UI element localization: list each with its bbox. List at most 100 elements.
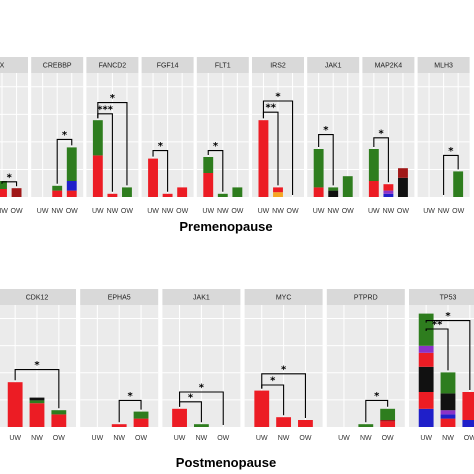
- bar-jak1-uw-seg-1: [313, 149, 324, 188]
- tick-epha5-ow: OW: [135, 435, 147, 442]
- significance-bracket-ptprd-0: [365, 399, 389, 423]
- significance-label-irs2-0: *: [275, 92, 281, 103]
- tick-cdk12-ow: OW: [53, 435, 65, 442]
- bar-jak1-nw-seg-0: [193, 424, 209, 427]
- bar-crebbp-ow-seg-2: [66, 147, 77, 181]
- bar-fancd2-uw-seg-1: [92, 120, 103, 156]
- strip-cdk12: [0, 289, 76, 305]
- strip-label-cdk12: CDK12: [26, 295, 49, 302]
- bar-tp53-nw-seg-3: [440, 393, 456, 411]
- bar-tp53-uw-seg-2: [418, 366, 434, 392]
- strip-flt1: [196, 57, 249, 73]
- panel-tp53: TP53 UW NW OW ***: [409, 289, 474, 442]
- strip-crebbp: [31, 57, 84, 73]
- bar-tp53-ow-seg-0: [462, 420, 474, 427]
- bar-epha5-ow-seg-0: [133, 418, 149, 427]
- strip-label-epha5: EPHA5: [108, 295, 131, 302]
- panel-bg-x: [0, 73, 28, 197]
- significance-bracket-mlh3-0: [443, 154, 459, 195]
- significance-bracket-tp53-0: [425, 328, 449, 371]
- tick-ptprd-ow: OW: [382, 435, 394, 442]
- significance-bracket-myc-0: [261, 373, 306, 418]
- panel-fancd2: FANCD2 UW NW OW ****: [86, 57, 139, 215]
- significance-bracket-irs2-1: [262, 111, 279, 186]
- significance-bracket-flt1-0: [207, 150, 224, 192]
- bar-flt1-ow-seg-0: [232, 187, 243, 197]
- tick-epha5-nw: NW: [113, 435, 125, 442]
- tick-flt1-ow: OW: [231, 208, 243, 215]
- significance-bracket-crebbp-0: [56, 138, 73, 184]
- tick-irs2-ow: OW: [287, 208, 299, 215]
- bar-map2k4-ow-seg-0: [398, 177, 408, 197]
- significance-bracket-fancd2-0: [97, 102, 128, 186]
- bar-irs2-uw-seg-0: [258, 120, 269, 197]
- bar-jak1-nw-seg-0: [328, 190, 339, 197]
- bar-crebbp-nw-seg-1: [52, 185, 63, 191]
- tick-fgf14-nw: NW: [162, 208, 174, 215]
- significance-label-jak1-1: *: [188, 392, 194, 403]
- strip-map2k4: [362, 57, 415, 73]
- tick-myc-nw: NW: [278, 435, 290, 442]
- significance-label-jak1-0: *: [323, 125, 329, 136]
- bar-crebbp-nw-seg-0: [52, 190, 63, 197]
- bar-epha5-nw-seg-0: [111, 424, 127, 427]
- bar-map2k4-uw-seg-0: [368, 181, 379, 197]
- tick-map2k4-nw: NW: [383, 208, 395, 215]
- panel-x: XUWNWOW*: [0, 57, 28, 215]
- panel-map2k4: MAP2K4 UW NW OW *: [362, 57, 415, 215]
- tick-myc-ow: OW: [299, 435, 311, 442]
- bar-irs2-nw-seg-0: [273, 192, 283, 197]
- significance-bracket-tp53-1: [425, 320, 471, 390]
- strip-tp53: [409, 289, 474, 305]
- tick-irs2-nw: NW: [272, 208, 284, 215]
- strip-label-crebbp: CREBBP: [43, 63, 72, 70]
- tick-map2k4-ow: OW: [397, 208, 409, 215]
- strip-jak1: [307, 57, 360, 73]
- tick-fancd2-uw: UW: [92, 208, 104, 215]
- significance-bracket-jak1-0: [179, 391, 224, 425]
- bar-map2k4-ow-seg-1: [398, 168, 408, 178]
- bar-cdk12-nw-seg-0: [29, 403, 45, 427]
- panel-jak1: JAK1 UW NW OW * *: [162, 289, 241, 442]
- panel-fgf14: FGF14 UW NW OW *: [141, 57, 194, 215]
- tick-irs2-uw: UW: [258, 208, 270, 215]
- panel-jak1: JAK1 UW NW OW *: [307, 57, 360, 215]
- tick-x-ow: OW: [11, 208, 23, 215]
- bar-myc-uw-seg-0: [254, 390, 270, 427]
- significance-label-myc-0: *: [281, 364, 287, 375]
- significance-label-epha5-0: *: [128, 391, 134, 402]
- bar-tp53-nw-seg-4: [440, 372, 456, 394]
- tick-epha5-uw: UW: [92, 435, 104, 442]
- panel-myc: MYC UW NW OW * *: [244, 289, 323, 442]
- tick-crebbp-uw: UW: [37, 208, 49, 215]
- tick-ptprd-uw: UW: [338, 435, 350, 442]
- bar-jak1-ow-seg-0: [342, 176, 353, 197]
- bar-map2k4-nw-seg-0: [383, 193, 394, 197]
- bar-ptprd-ow-seg-1: [380, 420, 396, 422]
- significance-bracket-fancd2-1: [97, 113, 113, 192]
- significance-label-fancd2-0: *: [110, 93, 116, 104]
- premenopause-title: Premenopause: [179, 219, 272, 234]
- bar-epha5-ow-seg-1: [133, 411, 149, 419]
- bar-cdk12-nw-seg-2: [29, 397, 45, 401]
- bar-jak1-uw-seg-0: [172, 408, 187, 427]
- strip-label-fgf14: FGF14: [157, 63, 179, 70]
- tick-fgf14-ow: OW: [176, 208, 188, 215]
- strip-label-ptprd: PTPRD: [354, 295, 378, 302]
- tick-jak1-uw: UW: [313, 208, 325, 215]
- tick-jak1-nw: NW: [196, 435, 208, 442]
- strip-label-flt1: FLT1: [215, 63, 231, 70]
- tick-tp53-uw: UW: [420, 435, 432, 442]
- tick-fgf14-uw: UW: [147, 208, 159, 215]
- bar-mlh3-ow-seg-0: [453, 171, 464, 197]
- strip-epha5: [80, 289, 159, 305]
- panel-mlh3: MLH3 UW NW OW *: [417, 57, 470, 215]
- significance-bracket-jak1-1: [179, 401, 202, 423]
- panel-flt1: FLT1 UW NW OW *: [196, 57, 249, 215]
- bar-flt1-uw-seg-1: [203, 157, 214, 173]
- tick-mlh3-uw: UW: [423, 208, 435, 215]
- significance-label-crebbp-0: *: [62, 130, 68, 141]
- strip-fgf14: [141, 57, 194, 73]
- bar-tp53-nw-seg-1: [440, 414, 456, 419]
- bar-cdk12-uw-seg-0: [7, 382, 23, 427]
